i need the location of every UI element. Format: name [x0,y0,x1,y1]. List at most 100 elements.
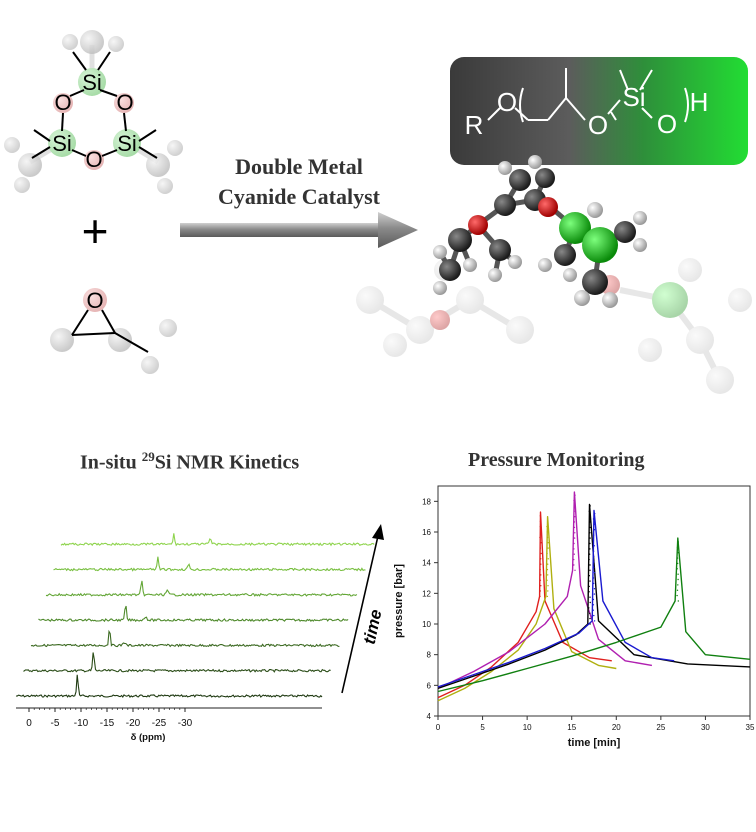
pressure-series-point [677,574,678,575]
pressure-series-point [574,511,575,512]
pressure-series-point [547,564,548,565]
pressure-series-point [589,537,590,538]
pressure-series-point [589,554,590,555]
pressure-series-point [678,552,679,553]
pressure-series-point [540,531,541,532]
d3-atom-o-left: O [54,90,71,115]
pressure-series-point [547,531,548,532]
pressure-series-point [594,588,595,589]
pressure-series-point [590,602,591,603]
pressure-y-tick-label: 6 [427,681,432,690]
nmr-trace-1 [16,675,322,697]
nmr-title: In-situ 29Si NMR Kinetics [80,449,299,475]
pressure-series-point [573,500,574,501]
d3-atom-si-right: Si [117,131,137,156]
pressure-series-point [574,537,575,538]
pressure-series-point [540,515,541,516]
pressure-series-point [589,564,590,565]
pressure-series-point [593,561,594,562]
pressure-series-point [547,521,548,522]
catalyst-label: Double Metal Cyanide Catalyst [186,152,412,212]
pressure-series-point [593,534,594,535]
pressure-series-point [677,547,678,548]
pressure-series-point [540,564,541,565]
pressure-y-axis-label: pressure [bar] [393,564,405,638]
pressure-series-point [547,596,548,597]
reaction-arrow [180,212,418,248]
pressure-series-point [677,584,678,585]
nmr-title-isotope: 29 [142,449,155,464]
pressure-series-point [677,557,678,558]
pressure-series-point [540,580,541,581]
pressure-series-point [588,591,589,592]
pressure-series-point [548,558,549,559]
pressure-y-tick-label: 18 [422,497,431,506]
pressure-y-tick-label: 8 [427,651,432,660]
d3-atom-o-right: O [116,90,133,115]
d3-atom-si-left: Si [52,131,72,156]
product-h: H [690,87,709,117]
pressure-series-point [589,511,590,512]
product-3d-model [356,155,752,394]
epoxide-atom-o: O [86,288,103,313]
d3-atom-o-bottom: O [85,147,102,172]
pressure-series-point [593,583,594,584]
nmr-stacked-spectra: time 0 -5 -10 -15 -20 -25 -30 δ (ppm) [0,478,410,758]
product-r-group: R [465,110,484,140]
pressure-series-point [588,607,589,608]
nmr-x-axis-label: δ (ppm) [131,732,166,743]
pressure-series-point [548,547,549,548]
pressure-series-point [589,521,590,522]
pressure-series-point [547,569,548,570]
pressure-series-point [593,567,594,568]
pressure-series-point [678,541,679,542]
nmr-x-ticks: 0 -5 -10 -15 -20 -25 -30 [26,708,192,729]
nmr-x-tick-label: -10 [74,718,89,729]
pressure-series-point [593,610,594,611]
nmr-x-tick-label: -20 [126,718,141,729]
pressure-series-point [574,516,575,517]
pressure-series-point [589,548,590,549]
propylene-oxide-structure: O [50,288,177,374]
pressure-x-tick-label: 30 [701,723,710,732]
pressure-series [438,492,750,701]
pressure-series-point [574,505,575,506]
pressure-series-point [594,620,595,621]
pressure-series-point [546,553,547,554]
pressure-series-point [593,604,594,605]
pressure-series-point [593,577,594,578]
nmr-x-tick-label: -25 [152,718,167,729]
pressure-series-point [546,580,547,581]
pressure-y-tick-label: 4 [427,712,432,721]
pressure-series-point [573,564,574,565]
pressure-y-tick-label: 14 [422,559,431,568]
pressure-series-point [574,521,575,522]
pressure-x-tick-label: 35 [746,723,755,732]
pressure-title: Pressure Monitoring [468,449,644,472]
pressure-y-tick-label: 16 [422,528,431,537]
d3-monomer-structure: Si O O Si O Si [4,30,183,194]
pressure-series-point [593,599,594,600]
pressure-series-point [548,542,549,543]
pressure-series-point [589,618,590,619]
nmr-x-tick-label: -5 [51,718,60,729]
pressure-series-point [677,579,678,580]
pressure-series-point [589,516,590,517]
pressure-series-point [574,495,575,496]
time-arrow-head [372,524,384,540]
pressure-series-point [676,595,677,596]
pressure-series-point [593,615,594,616]
pressure-series-point [589,586,590,587]
pressure-series-point [594,524,595,525]
pressure-series-point [594,545,595,546]
pressure-series-point [593,540,594,541]
product-ether-o: O [497,87,517,117]
pressure-series-point [540,542,541,543]
nmr-x-tick-label: 0 [26,718,32,729]
pressure-series-point [574,532,575,533]
catalyst-label-line1: Double Metal [186,152,412,182]
product-siloxane-o: O [588,110,608,140]
pressure-series-point [594,513,595,514]
pressure-series-point [573,559,574,560]
pressure-series-point [593,551,594,552]
